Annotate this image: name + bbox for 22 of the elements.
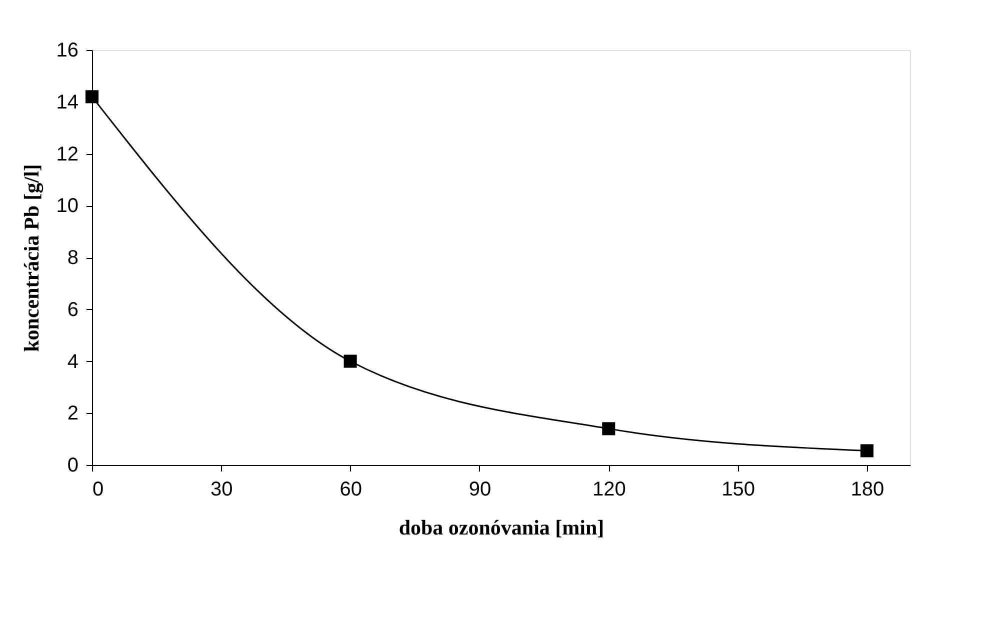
point — [344, 354, 357, 368]
x-tick-label: 120 — [592, 478, 626, 500]
y-tick-label: 16 — [56, 40, 78, 62]
y-axis-title: koncentrácia Pb [g/l] — [19, 164, 44, 352]
x-tick-label: 180 — [850, 478, 884, 500]
y-tick-label: 14 — [56, 91, 78, 114]
x-axis-title: doba ozonóvania [min] — [398, 516, 604, 540]
x-tick-label: 150 — [722, 478, 755, 500]
x-tick-label: 60 — [340, 478, 362, 500]
y-tick-label: 2 — [67, 402, 78, 425]
y-tick-label: 0 — [67, 454, 78, 476]
x-tick-label: 30 — [210, 478, 233, 500]
point — [860, 444, 874, 458]
x-tick-label: 0 — [92, 478, 104, 500]
point — [85, 90, 99, 104]
y-tick-label: 6 — [67, 298, 78, 321]
point — [602, 422, 616, 436]
y-tick-label: 4 — [67, 350, 78, 373]
y-tick-label: 12 — [56, 143, 78, 166]
y-tick-label: 10 — [56, 195, 78, 218]
y-tick-label: 8 — [67, 247, 78, 269]
x-tick-label: 90 — [468, 478, 492, 500]
